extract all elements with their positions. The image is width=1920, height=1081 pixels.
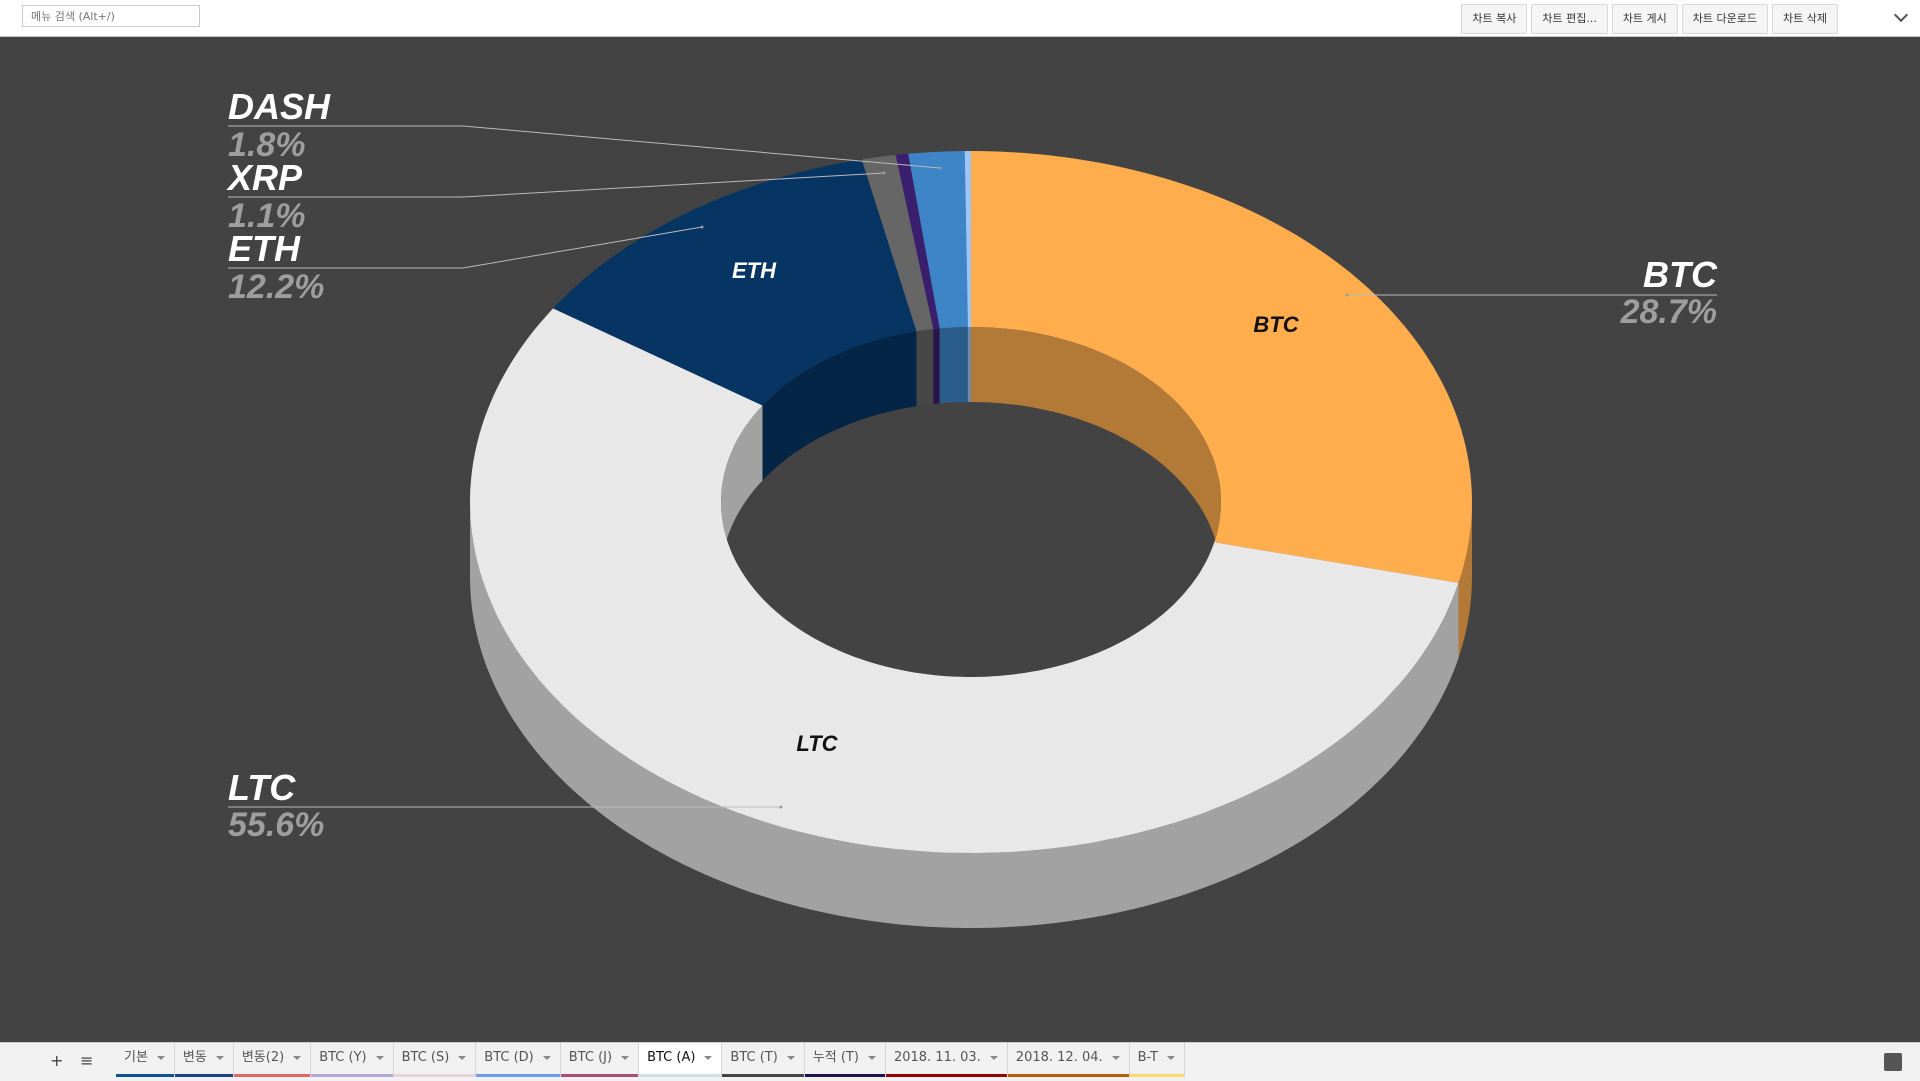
sheet-tab-color [885,1074,1007,1077]
inner-walls [721,327,1221,577]
sheet-tab[interactable]: B-T [1129,1043,1185,1077]
slice-inner-side [916,329,934,407]
slice [553,159,917,406]
sheet-tab-color [1007,1074,1129,1077]
slice-percent-label: 28.7% [1620,293,1717,331]
sheet-tab-color [233,1074,311,1077]
slices [470,151,1472,853]
sheet-tab[interactable]: BTC (D) [476,1043,561,1077]
slice-inner-side [762,331,917,481]
chart-button[interactable]: 차트 편집... [1531,4,1608,34]
leader-line [228,125,941,169]
walls [470,502,1472,928]
sheet-tab-label: 변동(2) [241,1050,285,1065]
slice-inner-label: BTC [1253,312,1299,337]
leader-dot [1345,293,1349,297]
leader-line [228,226,703,269]
add-sheet[interactable]: + [50,1051,64,1070]
chart-button[interactable]: 차트 복사 [1461,4,1528,34]
slice-percent-label: 55.6% [228,806,324,844]
slice-percent-label: 1.1% [228,197,306,235]
sheet-tab-color [560,1074,639,1077]
collapse-toolbar[interactable] [1893,7,1909,23]
sheet-tab-label: 2018. 12. 04. [1015,1050,1103,1065]
sheet-tab[interactable]: 누적 (T) [804,1043,886,1077]
slice-inner-side [967,327,971,402]
leader-dot [700,225,704,229]
slice-inner-side [939,327,968,404]
chart-buttons: 차트 복사 차트 편집... 차트 게시 차트 다운로드 차트 삭제 [1461,4,1838,34]
sheet-tab-label: BTC (D) [484,1050,534,1065]
sheet-tab-label: 누적 (T) [812,1050,859,1065]
slice-inner-side [721,405,763,577]
sheet-tab[interactable]: BTC (A) [639,1043,723,1077]
sheet-tabs: 기본 변동 변동(2) BTC (Y) BTC (S) BTC (D) BTC (J) BTC… [116,1043,1185,1081]
sheet-tab[interactable]: BTC (T) [722,1043,805,1077]
slice-percent-label: 1.8% [228,126,306,164]
sheet-tab-label: 2018. 11. 03. [893,1050,981,1065]
sheet-tab[interactable]: BTC (Y) [311,1043,394,1077]
sheet-tab[interactable]: 변동 [174,1043,234,1077]
sheet-tab-color [311,1074,393,1077]
sheet-tab-label: BTC (A) [647,1050,696,1065]
sheet-tab-color [116,1074,174,1077]
chart-button[interactable]: 차트 다운로드 [1681,4,1769,34]
sheet-tab-bar: + ≡ 기본 변동 변동(2) BTC (Y) BTC (S) BTC (D) BTC (J… [0,1042,1920,1081]
slice-outer-side [470,502,1459,928]
slice-inner-side [971,327,1221,577]
sheet-tab-color [174,1074,233,1077]
slice-inner-label: ETH [732,258,777,283]
leader-line [228,172,885,198]
sheet-tab-color [804,1074,885,1077]
leader-dot [938,166,942,170]
slice [861,155,934,332]
toolbar: 메뉴 검색 (Alt+/) 차트 복사 차트 편집... 차트 게시 차트 다운로드 차… [0,0,1920,37]
slice [971,151,1472,583]
sheet-tab-label: BTC (S) [401,1050,450,1065]
sheet-tab-label: 기본 [124,1050,148,1065]
slice-name-label: LTC [228,767,296,808]
sheet-tab[interactable]: 변동(2) [233,1043,312,1077]
slice-name-label: ETH [228,228,301,269]
leader-dot [779,805,783,809]
sheet-tab[interactable]: 2018. 11. 03. [885,1043,1008,1077]
sheet-tab[interactable]: 기본 [116,1043,175,1077]
all-sheets[interactable]: ≡ [80,1051,94,1070]
sheet-tab-color [476,1074,560,1077]
slice [964,151,971,327]
leader-dot [882,171,886,175]
slice-inner-side [933,328,940,404]
sheet-tab[interactable]: BTC (J) [560,1043,640,1077]
slice-percent-label: 12.2% [228,268,324,306]
sheet-tab-color [393,1074,476,1077]
sheet-tab[interactable]: 2018. 12. 04. [1007,1043,1130,1077]
sheet-tab-color [722,1074,804,1077]
explore[interactable] [1884,1053,1902,1071]
sheet-tab-label: BTC (Y) [319,1050,367,1065]
slice [895,153,940,329]
sheet-tab-label: 변동 [182,1050,207,1065]
menu-search[interactable]: 메뉴 검색 (Alt+/) [22,5,200,27]
sheet-tab[interactable]: BTC (S) [393,1043,477,1077]
slice-outer-side [1458,502,1472,658]
slice-name-label: XRP [226,157,303,198]
sheet-tab-label: BTC (T) [730,1050,778,1065]
sheet-tab-label: B-T [1137,1050,1158,1065]
slice [470,308,1459,853]
slice [908,151,968,329]
slice-name-label: BTC [1643,254,1718,295]
sheet-tab-color [639,1074,722,1077]
chart-button[interactable]: 차트 삭제 [1772,4,1838,34]
sheet-tab-color [1129,1074,1184,1077]
sheet-tab-label: BTC (J) [568,1050,613,1065]
slice-inner-label: LTC [796,731,838,756]
slice-name-label: DASH [228,86,331,127]
chart-button[interactable]: 차트 게시 [1611,4,1678,34]
